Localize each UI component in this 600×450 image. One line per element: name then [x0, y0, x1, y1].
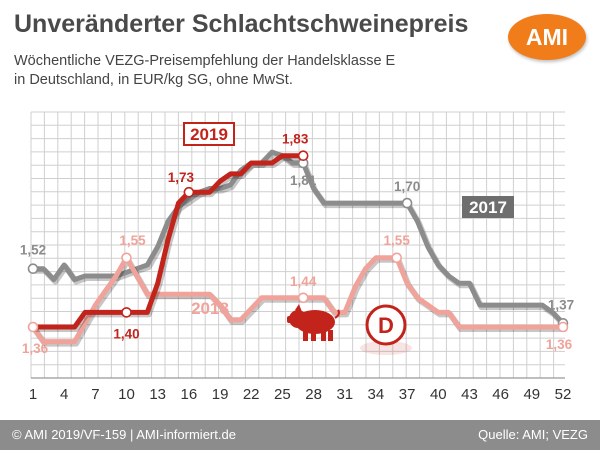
data-label: 1,73 [168, 170, 195, 185]
data-point-marker [27, 321, 39, 333]
subtitle-line-1: Wöchentliche VEZG-Preisempfehlung der Ha… [14, 53, 396, 69]
x-tick-label: 43 [461, 386, 478, 403]
data-label: 1,55 [119, 233, 146, 248]
x-tick-label: 10 [118, 386, 135, 403]
x-tick-label: 4 [60, 386, 68, 403]
x-tick-label: 22 [243, 386, 260, 403]
data-label: 1,83 [282, 132, 309, 147]
data-point-marker [401, 197, 413, 209]
pig-leg [321, 331, 326, 341]
data-label: 1,70 [394, 179, 420, 194]
data-point-marker [183, 186, 195, 198]
footer-bar: © AMI 2019/VF-159 | AMI-informiert.de Qu… [0, 420, 600, 450]
icons: D [287, 304, 412, 355]
x-tick-label: 19 [212, 386, 229, 403]
pig-leg [303, 330, 308, 341]
data-point-marker [27, 263, 39, 275]
legend-box-2017 [462, 196, 514, 218]
line-chart: 1 4 7 10 13 16 19 22 25 28 31 34 37 40 43 46 49 52 1,521,… [20, 111, 574, 403]
x-tick-label: 7 [91, 386, 99, 403]
footer-source: Quelle: AMI; VEZG [478, 427, 588, 442]
data-label: 1,40 [113, 326, 139, 341]
data-label: 1,36 [22, 341, 49, 356]
pig-tail [334, 309, 340, 319]
ami-logo: AMI [508, 14, 586, 60]
germany-d-icon: D [360, 304, 412, 355]
legend-box-2019 [183, 122, 235, 146]
legend-label-2019: 2019 [190, 125, 228, 144]
x-tick-label: 31 [336, 386, 353, 403]
x-tick-label: 13 [149, 386, 166, 403]
data-point-marker [121, 252, 132, 264]
pig-snout [287, 316, 293, 323]
chart-title: Unveränderter Schlachtschweinepreis [14, 10, 469, 38]
x-tick-label: 16 [181, 386, 198, 403]
x-tick-label: 37 [399, 386, 416, 403]
x-tick-label: 1 [29, 386, 37, 403]
x-axis-ticks: 1 4 7 10 13 16 19 22 25 28 31 34 37 40 43 46 49 52 [29, 386, 572, 403]
data-label: 1,55 [384, 233, 411, 248]
legend-label-2018: 2018 [191, 299, 229, 318]
d-badge-reflection [360, 341, 412, 355]
pig-head [289, 310, 307, 328]
data-label: 1,44 [290, 274, 317, 289]
pig-ear [295, 304, 302, 312]
x-tick-label: 40 [430, 386, 447, 403]
x-tick-label: 49 [523, 386, 540, 403]
data-point-marker [557, 321, 569, 333]
data-point-marker [121, 307, 132, 318]
grid [30, 111, 565, 379]
data-label: 1,36 [546, 337, 573, 352]
subtitle-line-2: in Deutschland, in EUR/kg SG, ohne MwSt. [14, 72, 293, 88]
x-tick-label: 52 [555, 386, 572, 403]
legend: 2019 2017 2018 [183, 122, 514, 318]
data-point-marker [391, 252, 403, 264]
x-tick-label: 46 [492, 386, 509, 403]
data-label: 1,37 [548, 297, 574, 312]
x-tick-label: 28 [305, 386, 322, 403]
d-badge-circle [365, 304, 407, 346]
data-label: 1,52 [20, 243, 46, 258]
data-point-marker [297, 150, 309, 161]
data-label: 1,81 [290, 173, 317, 188]
pig-leg [328, 330, 333, 341]
data-point-marker [297, 292, 309, 304]
footer-copyright[interactable]: © AMI 2019/VF-159 | AMI-informiert.de [12, 427, 236, 442]
pig-leg [311, 331, 316, 341]
value-annotations: 1,52 1,81 1,70 1,37 1,36 1,55 1,44 1,55 1,36 1,40… [20, 132, 574, 356]
d-badge-letter: D [378, 313, 394, 338]
x-tick-label: 34 [368, 386, 385, 403]
series-line-2019 [30, 153, 306, 330]
x-tick-label: 25 [274, 386, 291, 403]
legend-label-2017: 2017 [469, 198, 507, 217]
pig-icon [287, 304, 340, 341]
chart-subtitle: Wöchentliche VEZG-Preisempfehlung der Ha… [14, 52, 474, 90]
